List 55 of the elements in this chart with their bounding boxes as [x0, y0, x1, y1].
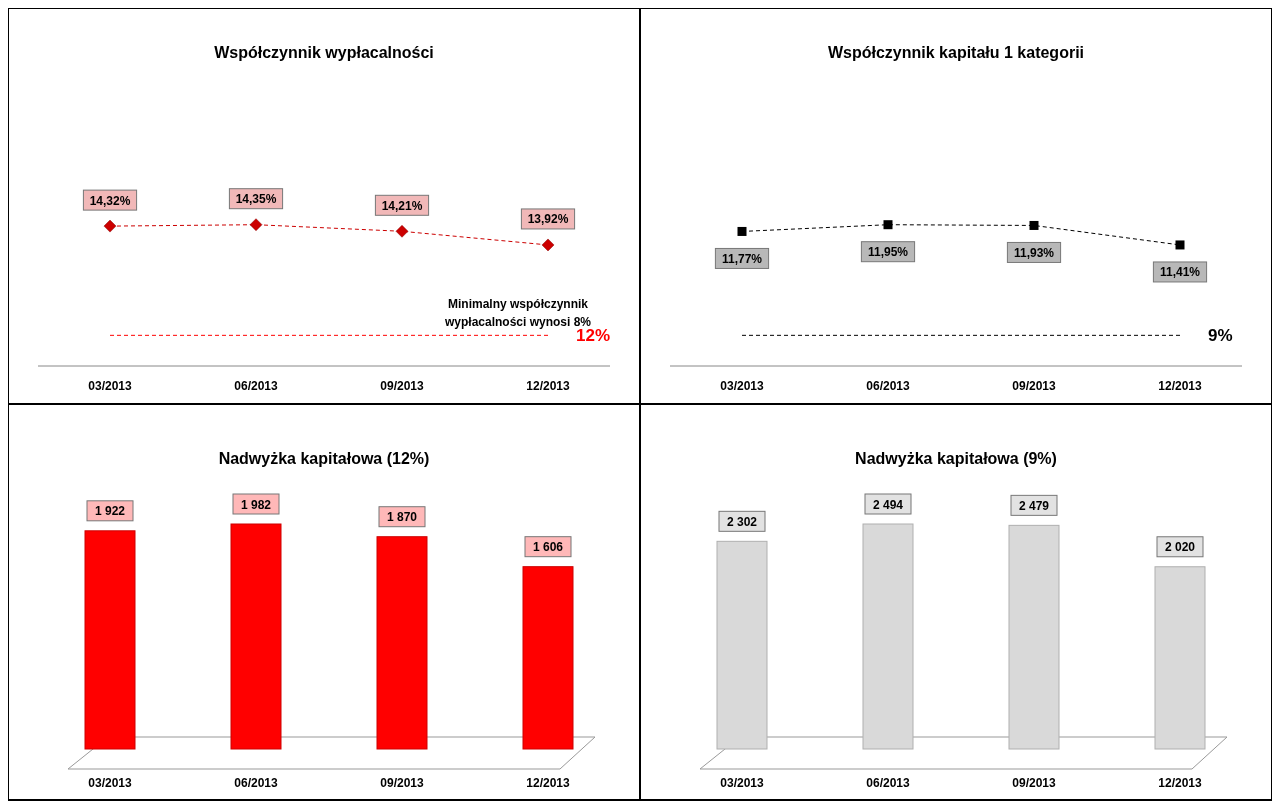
bar [1008, 524, 1060, 750]
data-label: 1 870 [386, 510, 418, 525]
x-tick-label: 09/2013 [380, 776, 425, 790]
x-tick-label: 06/2013 [234, 379, 279, 393]
data-label: 14,32% [89, 193, 131, 208]
point [737, 226, 747, 236]
bar [716, 540, 768, 750]
x-tick-label: 03/2013 [88, 379, 133, 393]
bar [230, 523, 282, 750]
chart-title: Nadwyżka kapitałowa (12%) [218, 450, 430, 467]
x-tick-label: 12/2013 [526, 379, 571, 393]
x-tick-label: 09/2013 [380, 379, 425, 393]
point [395, 225, 409, 238]
data-label: 11,77% [721, 251, 763, 266]
bar [84, 530, 136, 750]
data-label: 2 494 [872, 497, 904, 512]
ref-line-label: 9% [1208, 326, 1233, 346]
x-tick-label: 12/2013 [1158, 776, 1203, 790]
data-label: 14,21% [381, 198, 423, 213]
bar [1154, 566, 1206, 750]
bar [862, 523, 914, 750]
point [883, 220, 893, 230]
data-label: 2 302 [726, 514, 758, 529]
x-tick-label: 06/2013 [866, 776, 911, 790]
x-tick-label: 09/2013 [1012, 379, 1057, 393]
data-label: 1 982 [240, 497, 272, 512]
chart-title: Współczynnik wypłacalności [214, 44, 434, 61]
data-label: 2 479 [1018, 498, 1050, 513]
point [1175, 240, 1185, 250]
point [103, 219, 117, 233]
x-tick-label: 06/2013 [866, 379, 911, 393]
x-tick-label: 12/2013 [526, 776, 571, 790]
data-label: 1 922 [94, 504, 126, 519]
point [541, 238, 555, 252]
x-tick-label: 06/2013 [234, 776, 279, 790]
bar [376, 536, 428, 750]
x-tick-label: 03/2013 [720, 776, 765, 790]
x-tick-label: 03/2013 [720, 379, 765, 393]
ref-line-label: 12% [576, 326, 611, 346]
text: Minimalny współczynnik wypłacalności wynosi 8% [443, 297, 592, 329]
data-label: 11,41% [1159, 265, 1201, 280]
x-tick-label: 03/2013 [88, 776, 133, 790]
bar [522, 566, 574, 750]
data-label: 13,92% [527, 212, 569, 227]
point [1029, 220, 1039, 230]
data-label: 1 606 [532, 540, 564, 555]
data-label: 14,35% [235, 192, 277, 207]
point [249, 218, 263, 231]
x-tick-label: 09/2013 [1012, 776, 1057, 790]
data-label: 2 020 [1164, 540, 1196, 555]
chart-title: Nadwyżka kapitałowa (9%) [855, 450, 1057, 467]
data-label: 11,93% [1013, 245, 1055, 260]
x-tick-label: 12/2013 [1158, 379, 1203, 393]
chart-title: Współczynnik kapitału 1 kategorii [827, 44, 1085, 61]
data-label: 11,95% [867, 245, 909, 260]
